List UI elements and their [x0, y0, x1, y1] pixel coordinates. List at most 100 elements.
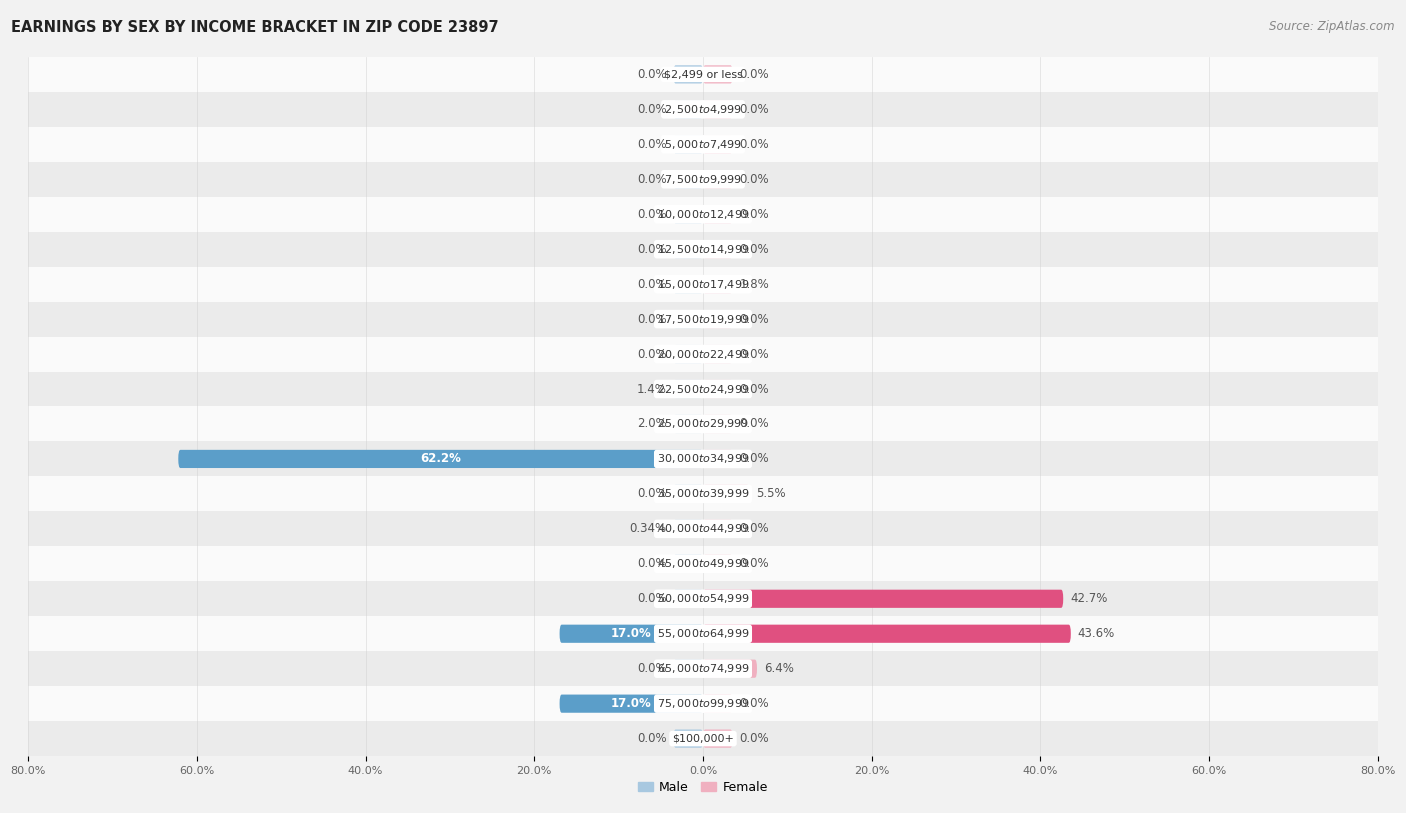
Text: $75,000 to $99,999: $75,000 to $99,999: [657, 698, 749, 710]
Text: 43.6%: 43.6%: [1077, 628, 1115, 640]
Text: EARNINGS BY SEX BY INCOME BRACKET IN ZIP CODE 23897: EARNINGS BY SEX BY INCOME BRACKET IN ZIP…: [11, 20, 499, 35]
Text: $17,500 to $19,999: $17,500 to $19,999: [657, 313, 749, 325]
FancyBboxPatch shape: [560, 624, 703, 643]
Text: $65,000 to $74,999: $65,000 to $74,999: [657, 663, 749, 675]
FancyBboxPatch shape: [703, 589, 1063, 608]
Text: 0.0%: 0.0%: [637, 733, 666, 745]
FancyBboxPatch shape: [673, 729, 703, 748]
Text: $25,000 to $29,999: $25,000 to $29,999: [657, 418, 749, 430]
FancyBboxPatch shape: [703, 729, 733, 748]
Text: 17.0%: 17.0%: [612, 698, 651, 710]
Bar: [28, 92, 1378, 127]
Bar: [28, 581, 1378, 616]
FancyBboxPatch shape: [673, 380, 703, 398]
Text: Source: ZipAtlas.com: Source: ZipAtlas.com: [1270, 20, 1395, 33]
FancyBboxPatch shape: [703, 135, 733, 154]
Text: 0.0%: 0.0%: [740, 243, 769, 255]
Text: $7,500 to $9,999: $7,500 to $9,999: [664, 173, 742, 185]
Bar: [28, 57, 1378, 92]
FancyBboxPatch shape: [703, 240, 733, 259]
Text: $100,000+: $100,000+: [672, 733, 734, 744]
FancyBboxPatch shape: [673, 275, 703, 293]
Text: 0.0%: 0.0%: [637, 348, 666, 360]
FancyBboxPatch shape: [703, 624, 1071, 643]
FancyBboxPatch shape: [673, 415, 703, 433]
Text: 0.0%: 0.0%: [637, 243, 666, 255]
Text: $20,000 to $22,499: $20,000 to $22,499: [657, 348, 749, 360]
Text: 0.0%: 0.0%: [637, 68, 666, 80]
FancyBboxPatch shape: [673, 520, 703, 538]
FancyBboxPatch shape: [673, 100, 703, 119]
Text: $35,000 to $39,999: $35,000 to $39,999: [657, 488, 749, 500]
Text: $45,000 to $49,999: $45,000 to $49,999: [657, 558, 749, 570]
Bar: [28, 197, 1378, 232]
Text: 0.0%: 0.0%: [740, 418, 769, 430]
Text: 2.0%: 2.0%: [637, 418, 666, 430]
FancyBboxPatch shape: [560, 694, 703, 713]
Text: $50,000 to $54,999: $50,000 to $54,999: [657, 593, 749, 605]
Text: 0.0%: 0.0%: [637, 278, 666, 290]
FancyBboxPatch shape: [703, 310, 733, 328]
Bar: [28, 476, 1378, 511]
Text: $30,000 to $34,999: $30,000 to $34,999: [657, 453, 749, 465]
FancyBboxPatch shape: [703, 100, 733, 119]
Text: 0.0%: 0.0%: [637, 173, 666, 185]
FancyBboxPatch shape: [673, 135, 703, 154]
Text: 0.0%: 0.0%: [740, 103, 769, 115]
FancyBboxPatch shape: [673, 170, 703, 189]
Text: 0.0%: 0.0%: [637, 558, 666, 570]
Text: $55,000 to $64,999: $55,000 to $64,999: [657, 628, 749, 640]
Bar: [28, 232, 1378, 267]
Text: 1.4%: 1.4%: [637, 383, 666, 395]
FancyBboxPatch shape: [703, 345, 733, 363]
Text: 0.0%: 0.0%: [637, 313, 666, 325]
Text: $15,000 to $17,499: $15,000 to $17,499: [657, 278, 749, 290]
FancyBboxPatch shape: [703, 485, 749, 503]
Text: 0.34%: 0.34%: [630, 523, 666, 535]
FancyBboxPatch shape: [179, 450, 703, 468]
FancyBboxPatch shape: [673, 659, 703, 678]
Bar: [28, 721, 1378, 756]
Text: 0.0%: 0.0%: [740, 208, 769, 220]
Text: $22,500 to $24,999: $22,500 to $24,999: [657, 383, 749, 395]
Text: 0.0%: 0.0%: [637, 103, 666, 115]
Text: $5,000 to $7,499: $5,000 to $7,499: [664, 138, 742, 150]
Bar: [28, 127, 1378, 162]
FancyBboxPatch shape: [673, 485, 703, 503]
Bar: [28, 372, 1378, 406]
Text: 0.0%: 0.0%: [740, 523, 769, 535]
Text: 0.0%: 0.0%: [740, 383, 769, 395]
Bar: [28, 616, 1378, 651]
FancyBboxPatch shape: [703, 520, 733, 538]
FancyBboxPatch shape: [673, 65, 703, 84]
Text: 42.7%: 42.7%: [1070, 593, 1108, 605]
Text: 0.0%: 0.0%: [740, 733, 769, 745]
FancyBboxPatch shape: [703, 694, 733, 713]
Text: 1.8%: 1.8%: [740, 278, 769, 290]
FancyBboxPatch shape: [673, 240, 703, 259]
Text: 0.0%: 0.0%: [740, 558, 769, 570]
Bar: [28, 302, 1378, 337]
FancyBboxPatch shape: [703, 554, 733, 573]
FancyBboxPatch shape: [703, 205, 733, 224]
Text: 0.0%: 0.0%: [740, 453, 769, 465]
Bar: [28, 162, 1378, 197]
Text: 0.0%: 0.0%: [740, 68, 769, 80]
Bar: [28, 546, 1378, 581]
Text: 0.0%: 0.0%: [740, 138, 769, 150]
Text: $10,000 to $12,499: $10,000 to $12,499: [657, 208, 749, 220]
Text: $2,500 to $4,999: $2,500 to $4,999: [664, 103, 742, 115]
FancyBboxPatch shape: [703, 170, 733, 189]
FancyBboxPatch shape: [673, 310, 703, 328]
Text: 0.0%: 0.0%: [637, 138, 666, 150]
FancyBboxPatch shape: [673, 205, 703, 224]
FancyBboxPatch shape: [703, 659, 756, 678]
Text: $40,000 to $44,999: $40,000 to $44,999: [657, 523, 749, 535]
FancyBboxPatch shape: [673, 345, 703, 363]
FancyBboxPatch shape: [673, 589, 703, 608]
Text: 6.4%: 6.4%: [763, 663, 793, 675]
Bar: [28, 511, 1378, 546]
Text: 0.0%: 0.0%: [637, 663, 666, 675]
Text: 0.0%: 0.0%: [637, 208, 666, 220]
Text: 62.2%: 62.2%: [420, 453, 461, 465]
